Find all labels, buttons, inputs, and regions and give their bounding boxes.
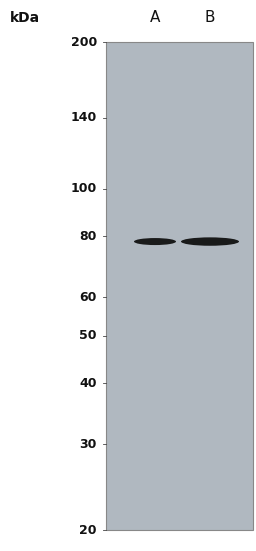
Text: 30: 30 <box>80 437 97 451</box>
Ellipse shape <box>181 237 239 246</box>
Text: kDa: kDa <box>10 11 40 25</box>
Text: B: B <box>205 10 215 25</box>
Text: 20: 20 <box>80 523 97 537</box>
Text: 80: 80 <box>80 230 97 242</box>
FancyBboxPatch shape <box>106 42 253 530</box>
Text: 60: 60 <box>80 291 97 304</box>
Text: 200: 200 <box>71 35 97 48</box>
Text: 100: 100 <box>71 182 97 196</box>
Text: 140: 140 <box>71 111 97 124</box>
Text: A: A <box>150 10 160 25</box>
Ellipse shape <box>134 238 176 245</box>
Text: 50: 50 <box>80 329 97 342</box>
Text: 40: 40 <box>80 376 97 390</box>
